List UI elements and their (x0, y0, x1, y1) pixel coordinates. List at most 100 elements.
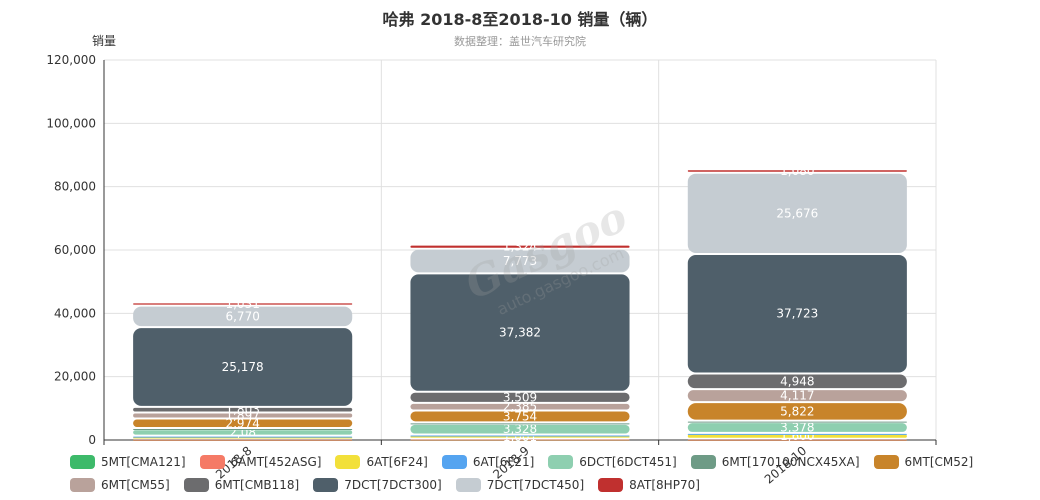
bar-segment (410, 249, 630, 273)
y-tick-label: 80,000 (54, 180, 96, 194)
chart-subtitle: 数据整理：盖世汽车研究院 (454, 35, 586, 48)
chart-legend: 5MT[CMA121] 6AMT[452ASG] 6AT[6F24] 6AT[6F21… (70, 455, 1030, 492)
bar-segment (410, 435, 630, 437)
data-label: 25,676 (776, 206, 818, 220)
bar-segment (133, 303, 353, 305)
bar-segment (133, 436, 353, 438)
data-label: 2,974 (225, 416, 259, 430)
data-label: 1,080 (780, 164, 814, 178)
legend-label: 6DCT[6DCT451] (579, 455, 677, 469)
legend-item[interactable]: 6MT[CM55] (70, 478, 170, 492)
legend-label: 6MT[170100NCX45XA] (721, 455, 860, 469)
legend-swatch (313, 478, 339, 492)
legend-swatch (548, 455, 574, 469)
legend-swatch (873, 455, 899, 469)
legend-label: 8AT[8HP70] (629, 478, 700, 492)
data-label: 25,178 (222, 360, 264, 374)
bar-segment (687, 173, 907, 253)
legend-swatch (70, 478, 95, 492)
bar-segment (410, 423, 630, 425)
legend-label: 6AT[6F24] (366, 455, 428, 469)
bar-segment (133, 306, 353, 327)
bar-segment (133, 430, 353, 435)
data-label: 1,803 (225, 403, 259, 417)
bar-segment (410, 392, 630, 402)
bar-segment (687, 170, 907, 172)
data-label: 2,385 (503, 400, 537, 414)
data-label: 4,948 (780, 374, 814, 388)
legend-item[interactable]: 6MT[CMB118] (183, 478, 300, 492)
data-label: 1,600 (780, 429, 814, 443)
legend-item[interactable]: 8AT[8HP70] (598, 478, 700, 492)
chart-title: 哈弗 2018-8至2018-10 销量（辆） (382, 10, 658, 29)
legend-item[interactable]: 7DCT[7DCT450] (455, 478, 585, 492)
legend-label: 6AT[6F21] (472, 455, 535, 469)
legend-swatch (183, 478, 209, 492)
legend-swatch (598, 478, 624, 492)
bar-segment (410, 411, 630, 422)
legend-swatch (199, 455, 225, 469)
y-axis-unit-label: 销量 (92, 34, 117, 48)
data-label: 4,117 (780, 389, 814, 403)
legend-swatch (690, 455, 716, 469)
bar-segment (687, 390, 907, 402)
bar-segment (133, 328, 353, 406)
data-label: 3,378 (780, 421, 814, 435)
y-tick-label: 100,000 (46, 116, 96, 130)
bar-segment (410, 403, 630, 410)
bar-segment (687, 433, 907, 435)
bar-segment (410, 439, 630, 441)
bar-segment (687, 403, 907, 420)
legend-item[interactable]: 7DCT[7DCT300] (313, 478, 442, 492)
bar-segment (410, 424, 630, 434)
data-label: 1,031 (225, 297, 259, 311)
legend-label: 5MT[CMA121] (101, 455, 186, 469)
bar-segment (687, 421, 907, 423)
data-label: 3,509 (503, 390, 537, 404)
legend-item[interactable]: 6AT[6F21] (441, 455, 535, 469)
bar-segment (133, 439, 353, 441)
legend-item[interactable]: 6AT[6F24] (335, 455, 428, 469)
data-label: 7,773 (503, 254, 537, 268)
data-label: 1,897 (225, 409, 259, 423)
legend-item[interactable]: 6MT[CM52] (873, 455, 973, 469)
bar-segment (133, 407, 353, 412)
bar-segment (687, 374, 907, 389)
bar-segment (410, 274, 630, 391)
bar-segment (133, 413, 353, 418)
legend-label: 6AMT[452ASG] (230, 455, 322, 469)
legend-swatch (441, 455, 467, 469)
legend-swatch (335, 455, 361, 469)
y-tick-label: 40,000 (54, 306, 96, 320)
data-label: 3,328 (503, 422, 537, 436)
legend-swatch (70, 455, 95, 469)
legend-item[interactable]: 5MT[CMA121] (70, 455, 186, 469)
data-label: 37,723 (776, 307, 818, 321)
y-tick-label: 20,000 (54, 370, 96, 384)
y-tick-label: 60,000 (54, 243, 96, 257)
legend-swatch (455, 478, 481, 492)
legend-item[interactable]: 6MT[170100NCX45XA] (690, 455, 860, 469)
y-tick-label: 0 (88, 433, 96, 447)
data-label: 5,822 (780, 404, 814, 418)
y-tick-label: 120,000 (46, 53, 96, 67)
legend-label: 6MT[CM55] (101, 478, 170, 492)
legend-label: 6MT[CMB118] (214, 478, 300, 492)
legend-item[interactable]: 6DCT[6DCT451] (548, 455, 677, 469)
legend-label: 7DCT[7DCT300] (344, 478, 442, 492)
bar-segment (410, 436, 630, 438)
bar-segment (687, 434, 907, 438)
legend-item[interactable]: 6AMT[452ASG] (199, 455, 322, 469)
data-label: 6,770 (225, 309, 259, 323)
bar-segment (410, 245, 630, 248)
bar-segment (133, 437, 353, 439)
bar-segment (687, 254, 907, 373)
bar-segment (687, 423, 907, 432)
data-label: 37,382 (499, 326, 541, 340)
legend-label: 7DCT[7DCT450] (486, 478, 585, 492)
data-label: 3,754 (503, 409, 537, 423)
bar-segment (687, 439, 907, 441)
data-label: 2,08 (229, 425, 256, 439)
bar-segment (133, 428, 353, 430)
